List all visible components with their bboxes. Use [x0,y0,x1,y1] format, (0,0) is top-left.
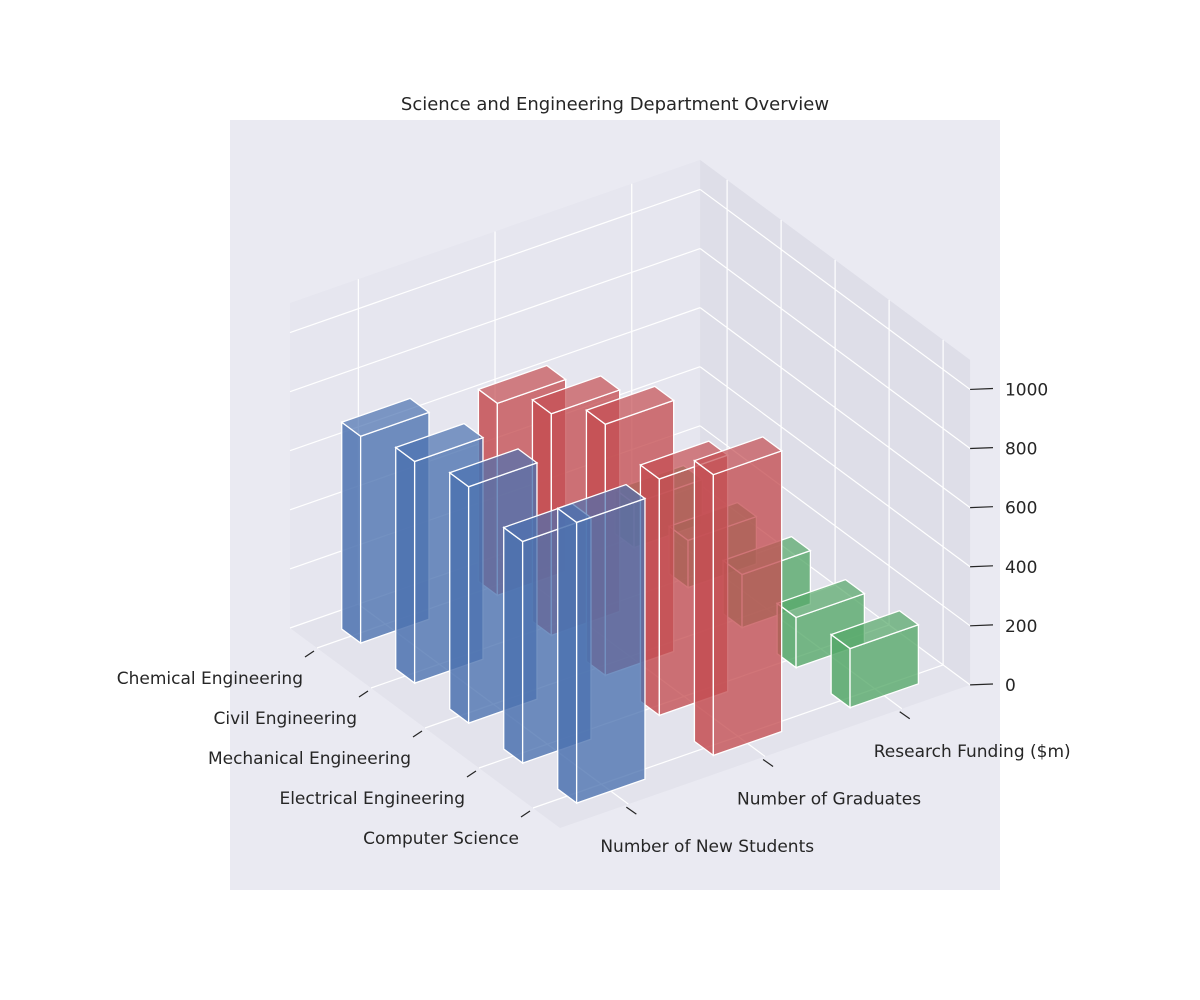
bar-face [394,422,485,463]
grid-line [289,188,701,334]
chart-title: Science and Engineering Department Overv… [401,94,829,115]
x-tick [412,730,423,738]
bar-face [712,449,783,757]
bar-face [449,471,470,725]
grid-line [699,307,971,509]
x-tick-label: Chemical Engineering [117,669,303,689]
bar [693,436,784,757]
z-tick [970,506,994,509]
grid-line [699,188,971,390]
x-tick-label: Mechanical Engineering [208,749,411,769]
x-tick [304,650,315,658]
z-tick [970,387,994,391]
y-tick [762,758,774,767]
bar [829,610,920,709]
bar-face [341,420,362,645]
x-tick-label: Electrical Engineering [279,789,465,809]
z-tick-label: 400 [1005,558,1037,578]
bar-face [531,375,622,415]
z-tick [970,624,994,627]
bar [556,483,647,805]
z-tick-label: 1000 [1005,381,1048,401]
z-tick-label: 800 [1005,440,1037,460]
bar-face [557,507,578,805]
x-tick [520,810,531,818]
y-tick-label: Research Funding ($m) [874,742,1071,762]
bar-face [503,526,524,765]
z-tick [970,565,994,568]
x-tick [466,770,477,778]
bar-face [556,483,647,524]
bar-face [395,446,416,685]
y-tick [899,711,911,720]
grid-line [699,366,971,568]
y-tick-label: Number of New Students [600,837,814,857]
bar-face [340,397,431,437]
z-tick [970,447,994,450]
bar-face [693,459,714,757]
z-tick-label: 600 [1005,499,1037,519]
z-tick [970,683,994,686]
bar-face [477,364,568,405]
bar-face [575,497,646,804]
grid-line [699,248,971,450]
x-tick-label: Computer Science [363,829,519,849]
bar-face [448,448,539,488]
grid-line [289,247,701,393]
bar-face [829,610,920,650]
y-tick [626,806,637,815]
x-tick-label: Civil Engineering [213,709,357,729]
bar-face [693,436,784,476]
z-tick-label: 0 [1005,676,1016,696]
x-tick [358,690,369,698]
y-tick-label: Number of Graduates [737,789,921,809]
bar-face [775,578,866,619]
bar-face [585,385,676,425]
z-tick-label: 200 [1005,617,1037,637]
